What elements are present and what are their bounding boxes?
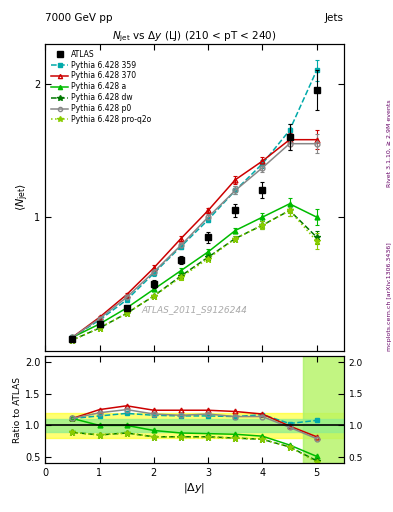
Legend: ATLAS, Pythia 6.428 359, Pythia 6.428 370, Pythia 6.428 a, Pythia 6.428 dw, Pyth: ATLAS, Pythia 6.428 359, Pythia 6.428 37… [49,47,154,126]
Text: Rivet 3.1.10, ≥ 2.9M events: Rivet 3.1.10, ≥ 2.9M events [387,99,392,187]
Title: $N_\mathrm{jet}$ vs $\Delta y$ (LJ) (210 < pT < 240): $N_\mathrm{jet}$ vs $\Delta y$ (LJ) (210… [112,29,277,44]
Text: ATLAS_2011_S9126244: ATLAS_2011_S9126244 [141,305,248,314]
X-axis label: |$\Delta y$|: |$\Delta y$| [184,481,206,495]
Bar [45,419,344,432]
Text: mcplots.cern.ch [arXiv:1306.3436]: mcplots.cern.ch [arXiv:1306.3436] [387,243,392,351]
Text: 7000 GeV pp: 7000 GeV pp [45,13,113,23]
Y-axis label: Ratio to ATLAS: Ratio to ATLAS [13,377,22,442]
Bar [45,413,344,438]
Y-axis label: $\langle N_{\mathrm{jet}}\rangle$: $\langle N_{\mathrm{jet}}\rangle$ [15,183,31,211]
Text: Jets: Jets [325,13,344,23]
